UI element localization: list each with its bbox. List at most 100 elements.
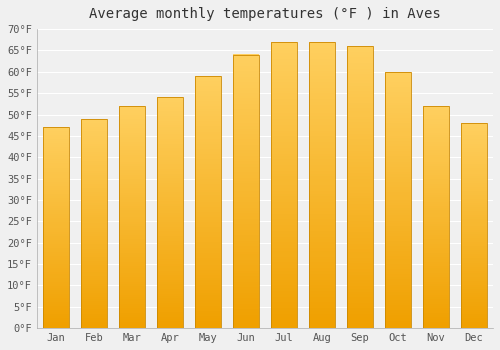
Bar <box>42 230 69 232</box>
Bar <box>232 251 259 254</box>
Bar <box>384 254 411 257</box>
Bar <box>422 284 450 286</box>
Bar <box>156 169 183 171</box>
Bar <box>384 189 411 192</box>
Bar <box>460 273 487 275</box>
Bar <box>460 301 487 303</box>
Bar <box>80 135 107 138</box>
Bar <box>422 279 450 281</box>
Bar <box>346 128 374 131</box>
Bar <box>422 288 450 290</box>
Bar <box>156 141 183 144</box>
Bar <box>308 47 336 50</box>
Bar <box>118 126 145 128</box>
Bar <box>156 109 183 111</box>
Bar <box>156 173 183 176</box>
Bar <box>42 205 69 208</box>
Bar <box>308 308 336 311</box>
Bar <box>80 202 107 205</box>
Bar <box>232 235 259 238</box>
Bar <box>308 142 336 145</box>
Bar <box>384 184 411 187</box>
Bar <box>384 107 411 110</box>
Bar <box>194 159 221 162</box>
Bar <box>308 42 336 328</box>
Bar <box>232 117 259 120</box>
Bar <box>118 144 145 146</box>
Bar <box>156 185 183 188</box>
Bar <box>194 285 221 288</box>
Bar <box>460 285 487 287</box>
Bar <box>270 325 297 328</box>
Bar <box>308 150 336 154</box>
Bar <box>270 42 297 328</box>
Bar <box>118 234 145 237</box>
Bar <box>460 225 487 228</box>
Bar <box>308 211 336 214</box>
Bar <box>80 315 107 318</box>
Bar <box>194 293 221 295</box>
Bar <box>346 210 374 212</box>
Bar <box>422 112 450 115</box>
Bar <box>460 154 487 156</box>
Bar <box>118 286 145 288</box>
Bar <box>118 108 145 110</box>
Bar <box>270 105 297 108</box>
Bar <box>460 250 487 252</box>
Bar <box>232 55 259 328</box>
Bar <box>308 222 336 225</box>
Bar <box>194 288 221 290</box>
Bar <box>42 210 69 212</box>
Bar <box>156 226 183 229</box>
Bar <box>232 189 259 191</box>
Bar <box>194 76 221 328</box>
Bar <box>42 163 69 166</box>
Bar <box>118 264 145 266</box>
Bar <box>232 175 259 178</box>
Bar <box>118 175 145 177</box>
Bar <box>194 275 221 278</box>
Bar <box>346 193 374 196</box>
Bar <box>422 239 450 241</box>
Bar <box>80 183 107 186</box>
Bar <box>232 134 259 137</box>
Bar <box>346 71 374 74</box>
Bar <box>80 238 107 240</box>
Bar <box>460 279 487 281</box>
Bar <box>80 179 107 182</box>
Bar <box>42 298 69 300</box>
Bar <box>270 88 297 91</box>
Bar <box>270 142 297 145</box>
Bar <box>460 221 487 224</box>
Bar <box>384 215 411 218</box>
Bar <box>308 214 336 217</box>
Bar <box>232 112 259 115</box>
Bar <box>194 184 221 187</box>
Bar <box>156 192 183 194</box>
Bar <box>422 161 450 164</box>
Bar <box>346 170 374 173</box>
Bar <box>308 42 336 45</box>
Bar <box>80 311 107 314</box>
Bar <box>80 196 107 198</box>
Bar <box>422 270 450 273</box>
Bar <box>308 190 336 194</box>
Bar <box>156 286 183 289</box>
Bar <box>270 76 297 79</box>
Bar <box>346 66 374 69</box>
Bar <box>346 60 374 63</box>
Bar <box>308 53 336 56</box>
Bar <box>232 276 259 279</box>
Bar <box>346 122 374 125</box>
Bar <box>270 125 297 128</box>
Bar <box>460 248 487 250</box>
Bar <box>422 319 450 322</box>
Bar <box>118 137 145 139</box>
Bar <box>42 197 69 199</box>
Bar <box>460 318 487 320</box>
Bar <box>460 135 487 138</box>
Bar <box>194 237 221 240</box>
Bar <box>308 62 336 65</box>
Bar <box>42 181 69 184</box>
Bar <box>384 277 411 280</box>
